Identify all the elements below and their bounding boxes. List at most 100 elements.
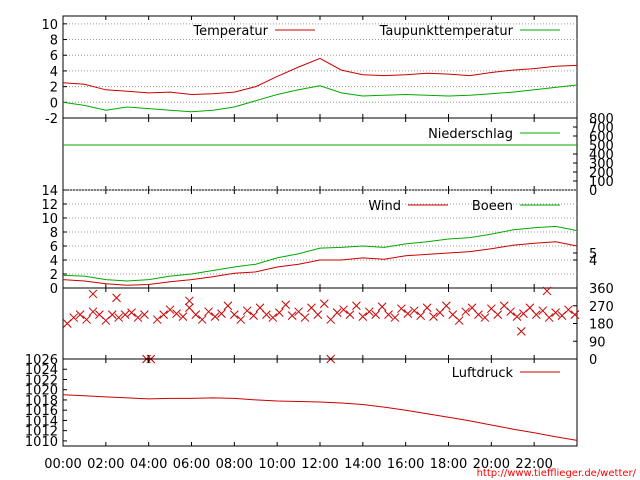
y-tick-label: 8 — [50, 226, 58, 241]
wind-direction-point — [570, 310, 580, 319]
y-tick-label: 10 — [41, 18, 58, 33]
y-tick-label: 1012 — [25, 425, 58, 440]
wind-direction-point — [268, 313, 278, 322]
wind-direction-point — [542, 286, 552, 296]
x-tick-label: 00:00 — [44, 457, 81, 472]
y-tick-label-right: 800 — [589, 112, 614, 127]
wind-direction-point — [242, 306, 252, 316]
wind-direction-point — [409, 306, 419, 316]
wind-direction-point — [185, 296, 194, 306]
wind-direction-point — [506, 307, 515, 317]
wind-direction-point — [178, 312, 188, 321]
y-tick-label: 6 — [50, 49, 58, 64]
wind-direction-point — [210, 312, 220, 321]
x-tick-label: 12:00 — [301, 457, 338, 472]
y-tick-label: 10 — [41, 212, 58, 227]
y-tick-label: 1018 — [25, 394, 58, 409]
wind-direction-point — [112, 293, 121, 303]
wind-direction-point — [127, 308, 136, 318]
y-tick-label-right: 0 — [589, 184, 597, 199]
series-line-temperatur — [62, 57, 578, 96]
y-tick-label: 0 — [50, 282, 58, 297]
y-tick-label: 4 — [50, 65, 58, 80]
wind-direction-point — [319, 299, 329, 309]
x-tick-label: 02:00 — [87, 457, 124, 472]
wind-direction-point — [281, 300, 291, 310]
y-tick-label-right: 90 — [589, 335, 606, 350]
wind-direction-point — [300, 313, 310, 322]
y-tick-label-right: 360 — [589, 282, 614, 297]
y-tick-label-right: 180 — [589, 318, 614, 333]
x-tick-label: 06:00 — [173, 457, 210, 472]
wind-direction-point — [159, 310, 169, 319]
wind-direction-point — [480, 313, 490, 322]
y-tick-label: 1026 — [25, 353, 58, 368]
wind-direction-point — [474, 310, 483, 319]
wind-direction-point — [384, 310, 393, 319]
wind-direction-point — [133, 313, 143, 322]
wind-direction-point — [197, 315, 207, 324]
wind-direction-point — [223, 301, 233, 311]
y-tick-label-right: 300 — [589, 157, 614, 172]
x-tick-label: 22:00 — [515, 457, 552, 472]
wind-direction-point — [191, 310, 201, 319]
series-line-wind — [62, 241, 578, 286]
y-tick-label: -2 — [45, 112, 58, 127]
wind-direction-point — [339, 305, 348, 315]
wind-direction-point — [114, 313, 124, 322]
y-tick-label: 1016 — [25, 404, 58, 419]
wind-direction-point — [152, 315, 162, 324]
series-line-luftdruck — [62, 394, 578, 441]
wind-direction-point — [442, 301, 451, 311]
y-tick-label-right: 500 — [589, 139, 614, 154]
wind-direction-point — [165, 305, 175, 315]
wind-direction-point — [107, 310, 117, 319]
wind-direction-point — [564, 305, 573, 315]
credit-link: http://www.tiefflieger.de/wetter/ — [477, 468, 637, 479]
wind-direction-point — [172, 309, 181, 318]
legend-label: Taupunkttemperatur — [379, 24, 514, 39]
wind-direction-point — [416, 311, 426, 320]
wind-direction-point — [454, 316, 464, 325]
wind-direction-point — [512, 312, 522, 321]
wind-direction-point — [364, 307, 374, 317]
y-tick-label: 1010 — [25, 435, 58, 450]
wind-direction-point — [229, 310, 239, 319]
wind-direction-point — [377, 302, 387, 312]
legend-label: Wind — [368, 199, 401, 214]
x-tick-label: 08:00 — [216, 457, 253, 472]
y-tick-label: 1020 — [25, 384, 58, 399]
wind-direction-point — [287, 311, 297, 320]
wind-direction-point — [358, 312, 368, 321]
wind-direction-point — [204, 307, 213, 317]
x-tick-label: 20:00 — [473, 457, 510, 472]
y-tick-label-right: 400 — [589, 148, 614, 163]
wind-direction-point — [313, 310, 323, 319]
y-tick-label: 1024 — [25, 363, 58, 378]
wind-direction-point — [332, 308, 342, 318]
wind-direction-point — [217, 309, 226, 318]
y-tick-label: 0 — [50, 96, 58, 111]
y-tick-label: 6 — [50, 240, 58, 255]
y-tick-label: 2 — [50, 268, 58, 283]
wind-direction-point — [236, 315, 246, 324]
y-tick-label-right: 600 — [589, 130, 614, 145]
y-tick-label: 14 — [41, 184, 58, 199]
y-tick-label: 8 — [50, 34, 58, 49]
legend-label: Luftdruck — [452, 366, 514, 381]
wind-direction-point — [371, 310, 381, 319]
y-tick-label: 2 — [50, 81, 58, 96]
y-tick-label-right: 200 — [589, 166, 614, 181]
y-tick-label-right: 270 — [589, 300, 614, 315]
y-tick-label: 12 — [41, 198, 58, 213]
wind-direction-point — [140, 310, 149, 319]
wind-direction-point — [345, 310, 355, 319]
wind-direction-point — [493, 310, 503, 319]
wind-direction-point — [75, 310, 85, 319]
wind-direction-point — [544, 313, 554, 322]
x-tick-label: 04:00 — [130, 457, 167, 472]
wind-direction-point — [69, 313, 79, 322]
wind-direction-point — [403, 309, 413, 318]
y-tick-label: 1022 — [25, 373, 58, 388]
